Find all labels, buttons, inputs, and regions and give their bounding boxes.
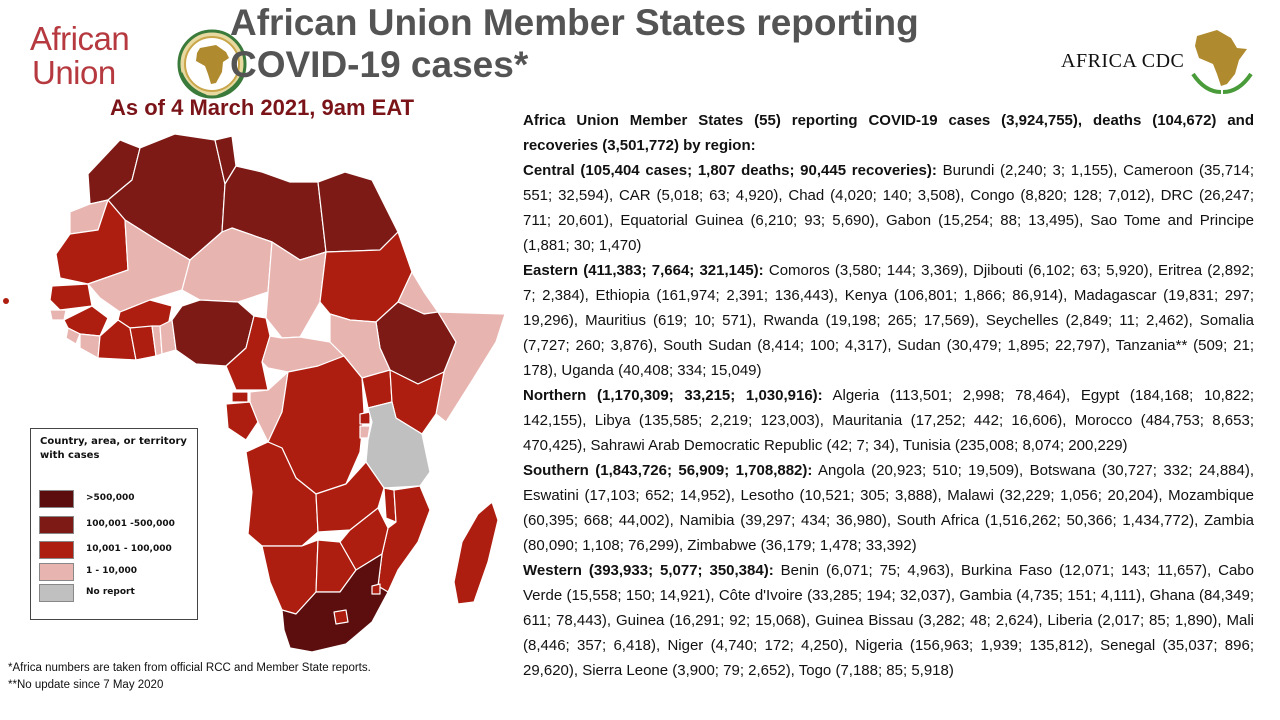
region-northern: Northern (1,170,309; 33,215; 1,030,916):…: [523, 383, 1254, 458]
cdc-africa-icon: [1191, 30, 1253, 94]
region-details: Algeria (113,501; 2,998; 78,464), Egypt …: [523, 387, 1254, 454]
legend-swatch: [39, 541, 74, 559]
africa-cdc-logo: AFRICA CDC: [1055, 22, 1255, 97]
map-sierra-leone: [65, 327, 81, 345]
footnote-2: **No update since 7 May 2020: [8, 679, 164, 691]
summary-intro: Africa Union Member States (55) reportin…: [523, 112, 1254, 154]
legend-swatch: [39, 490, 74, 508]
map-cabo-verde: [3, 298, 9, 304]
region-details: Burundi (2,240; 3; 1,155), Cameroon (35,…: [523, 162, 1254, 254]
region-heading: Southern (1,843,726; 56,909; 1,708,882):: [523, 462, 813, 479]
region-details: Comoros (3,580; 144; 3,369), Djibouti (6…: [523, 262, 1255, 379]
au-logo-line2: Union: [32, 54, 116, 91]
region-central: Central (105,404 cases; 1,807 deaths; 90…: [523, 158, 1254, 258]
legend-swatch: [39, 584, 74, 602]
map-madagascar: [453, 501, 499, 605]
region-details: Angola (20,923; 510; 19,509), Botswana (…: [523, 462, 1255, 554]
map-eswatini: [371, 583, 381, 595]
report-date: As of 4 March 2021, 9am EAT: [110, 95, 415, 120]
map-eq-guinea: [231, 391, 249, 403]
africa-map: [3, 133, 506, 653]
region-heading: Northern (1,170,309; 33,215; 1,030,916):: [523, 387, 823, 404]
region-details: Benin (6,071; 75; 4,963), Burkina Faso (…: [523, 562, 1254, 679]
region-heading: Eastern (411,383; 7,664; 321,145):: [523, 262, 764, 279]
region-western: Western (393,933; 5,077; 350,384): Benin…: [523, 558, 1254, 683]
legend-label: >500,000: [86, 493, 135, 503]
map-zambia: [315, 461, 385, 533]
footnote-1: *Africa numbers are taken from official …: [8, 662, 371, 674]
map-somalia: [435, 311, 506, 423]
title-line1: African Union Member States reporting: [230, 2, 919, 43]
au-logo-line1: African: [30, 20, 130, 57]
map-legend: Country, area, or territory with cases >…: [30, 428, 198, 620]
map-south-africa: [281, 553, 389, 653]
map-egypt: [317, 171, 399, 253]
legend-label: 100,001 -500,000: [86, 519, 175, 529]
title-line2: COVID-19 cases*: [230, 44, 529, 85]
map-rwanda: [359, 411, 371, 425]
au-emblem-icon: [177, 29, 247, 99]
page-title: African Union Member States reporting CO…: [230, 2, 1020, 86]
legend-label: 10,001 - 100,000: [86, 544, 172, 554]
map-liberia: [79, 333, 101, 359]
au-logo-text: African Union: [30, 20, 130, 91]
map-gabon: [225, 401, 259, 441]
map-lesotho: [333, 609, 349, 625]
map-senegal: [49, 283, 93, 311]
legend-swatch: [39, 563, 74, 581]
region-southern: Southern (1,843,726; 56,909; 1,708,882):…: [523, 458, 1254, 558]
legend-label: 1 - 10,000: [86, 566, 137, 576]
footnotes: *Africa numbers are taken from official …: [8, 660, 371, 694]
african-union-logo: African Union: [30, 20, 247, 99]
legend-title: Country, area, or territory with cases: [40, 436, 187, 461]
map-guinea-bissau: [49, 309, 67, 321]
cdc-logo-text: AFRICA CDC: [1061, 50, 1185, 72]
legend-swatch: [39, 516, 74, 534]
regional-summary: Africa Union Member States (55) reportin…: [523, 108, 1254, 683]
legend-label: No report: [86, 587, 135, 597]
region-heading: Western (393,933; 5,077; 350,384):: [523, 562, 774, 579]
region-eastern: Eastern (411,383; 7,664; 321,145): Comor…: [523, 258, 1254, 383]
region-heading: Central (105,404 cases; 1,807 deaths; 90…: [523, 162, 937, 179]
